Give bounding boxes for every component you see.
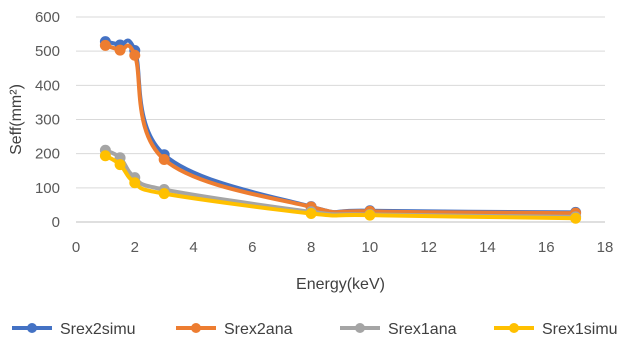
- y-tick-label: 100: [35, 180, 60, 197]
- series-Srex2ana: [99, 39, 582, 219]
- data-point: [364, 209, 376, 221]
- grid-lines: [76, 16, 605, 189]
- legend-swatch-marker: [191, 323, 201, 333]
- legend: Srex2simu Srex2ana Srex1ana Srex1simu: [12, 321, 618, 338]
- data-point: [114, 159, 126, 171]
- legend-item: Srex2simu: [12, 321, 136, 338]
- legend-swatch-marker: [27, 323, 37, 333]
- legend-item: Srex1simu: [494, 321, 618, 338]
- x-axis-title: Energy(keV): [296, 276, 385, 293]
- x-tick-label: 2: [131, 239, 139, 256]
- legend-label: Srex2ana: [224, 321, 293, 338]
- y-tick-label: 500: [35, 43, 60, 60]
- y-tick-label: 200: [35, 146, 60, 163]
- series-line: [103, 38, 578, 215]
- y-tick-label: 600: [35, 9, 60, 26]
- legend-label: Srex2simu: [60, 321, 136, 338]
- legend-swatch-marker: [509, 323, 519, 333]
- x-tick-label: 0: [72, 239, 80, 256]
- data-point: [114, 44, 126, 56]
- legend-label: Srex1simu: [542, 321, 618, 338]
- x-tick-label: 10: [362, 239, 379, 256]
- legend-swatch-marker: [355, 323, 365, 333]
- x-tick-label: 12: [420, 239, 437, 256]
- data-point: [158, 153, 170, 165]
- data-point: [305, 207, 317, 219]
- x-tick-label: 8: [307, 239, 315, 256]
- y-tick-label: 0: [52, 214, 60, 231]
- axes: 0 100 200 300 400 500 600 0 2 4 6 8 10 12 14 16 18: [35, 9, 613, 256]
- data-point: [570, 212, 582, 224]
- y-axis-title: Seff(mm²): [8, 84, 25, 155]
- data-point: [158, 188, 170, 200]
- legend-item: Srex1ana: [340, 321, 457, 338]
- legend-label: Srex1ana: [388, 321, 457, 338]
- series-layer: [99, 36, 582, 224]
- y-tick-label: 300: [35, 112, 60, 129]
- data-point: [99, 150, 111, 162]
- x-tick-label: 6: [248, 239, 256, 256]
- data-point: [99, 39, 111, 51]
- x-tick-label: 4: [189, 239, 197, 256]
- series-line: [103, 148, 578, 219]
- series-Srex1simu: [99, 150, 582, 224]
- x-tick-label: 18: [597, 239, 614, 256]
- data-point: [129, 177, 141, 189]
- data-point: [129, 49, 141, 61]
- y-tick-label: 400: [35, 77, 60, 94]
- legend-item: Srex2ana: [176, 321, 293, 338]
- x-tick-label: 14: [479, 239, 496, 256]
- x-tick-label: 16: [538, 239, 555, 256]
